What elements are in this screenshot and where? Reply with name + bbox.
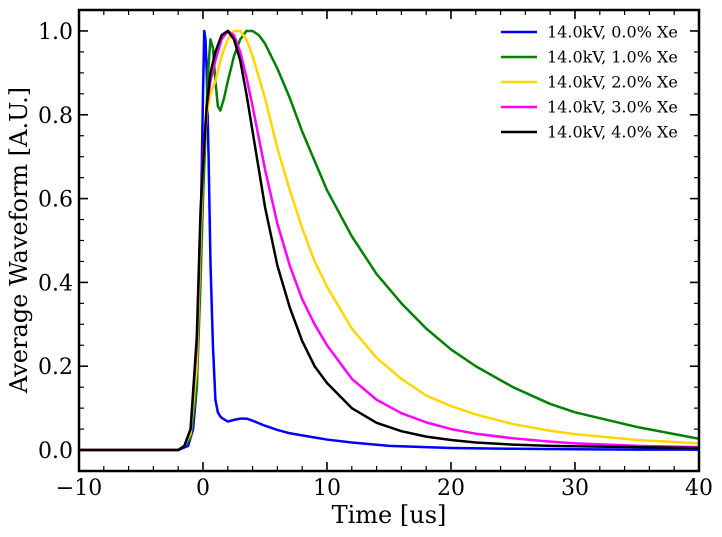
- series-line-4: [79, 29, 699, 452]
- series-line-1: [79, 29, 699, 452]
- x-tick-label: 0: [196, 476, 210, 501]
- legend: 14.0kV, 0.0% Xe 14.0kV, 1.0% Xe 14.0kV, 2.…: [501, 23, 678, 142]
- legend-label: 14.0kV, 2.0% Xe: [547, 73, 678, 92]
- y-tick-label: 1.0: [38, 20, 73, 45]
- series-line-3: [79, 29, 699, 452]
- y-axis-title: Average Waveform [A.U.]: [5, 87, 33, 394]
- x-tick-label: 10: [313, 476, 341, 501]
- tick-labels: −10 0 10 20 30 40 0.0 0.2 0.4 0.6 0.8 1.0: [38, 20, 713, 501]
- y-tick-label: 0.6: [38, 188, 73, 213]
- plot-frame: [77, 8, 701, 473]
- x-tick-label: 40: [685, 476, 713, 501]
- y-tick-label: 0.8: [38, 104, 73, 129]
- legend-label: 14.0kV, 4.0% Xe: [547, 123, 678, 142]
- y-tick-label: 0.2: [38, 355, 73, 380]
- x-tick-label: 20: [437, 476, 465, 501]
- legend-label: 14.0kV, 3.0% Xe: [547, 98, 678, 117]
- x-tick-label: 30: [561, 476, 589, 501]
- legend-label: 14.0kV, 0.0% Xe: [547, 23, 678, 42]
- x-tick-label: −10: [56, 476, 102, 501]
- y-tick-label: 0.0: [38, 439, 73, 464]
- y-tick-label: 0.4: [38, 271, 73, 296]
- x-axis-title: Time [us]: [332, 501, 447, 529]
- legend-label: 14.0kV, 1.0% Xe: [547, 48, 678, 67]
- series-line-2: [79, 29, 699, 452]
- series-line-0: [79, 29, 699, 452]
- series-lines: [79, 29, 699, 452]
